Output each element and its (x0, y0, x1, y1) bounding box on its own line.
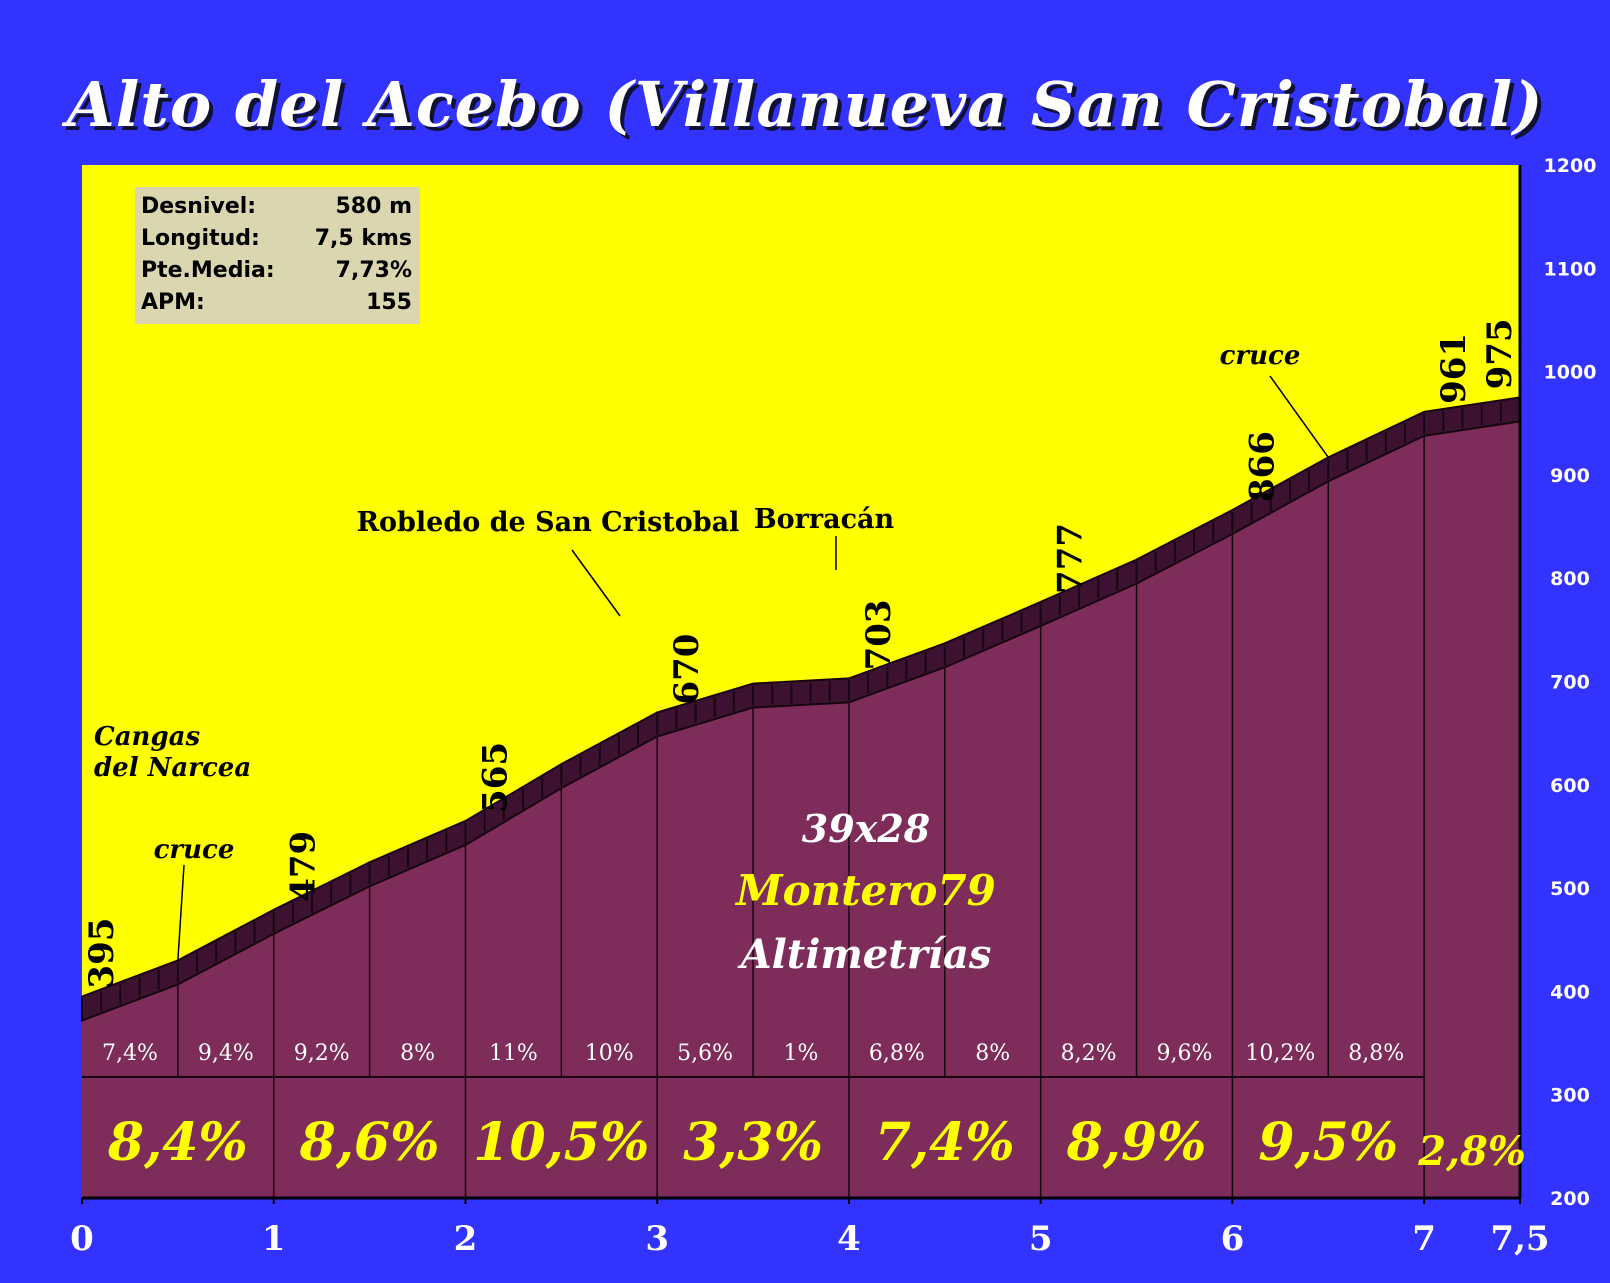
stats-value: 7,5 kms (314, 226, 412, 251)
place-label: cruce (1220, 341, 1301, 371)
place-label: Cangas (94, 722, 200, 752)
y-tick-label: 200 (1550, 1188, 1590, 1210)
half-km-gradient-label: 1% (784, 1041, 819, 1066)
place-label: Borracán (754, 504, 895, 535)
profile-area (82, 421, 1520, 1198)
altitude-label: 866 (1242, 431, 1282, 502)
altitude-label: 777 (1051, 523, 1091, 594)
place-label: cruce (154, 835, 235, 865)
stats-label: Longitud: (141, 226, 260, 251)
x-tick-label: 7,5 (1490, 1219, 1549, 1259)
altitude-label: 565 (475, 742, 515, 813)
altitude-label: 670 (667, 634, 707, 705)
altitude-label: 961 (1434, 333, 1474, 404)
place-label: Robledo de San Cristobal (357, 507, 740, 538)
half-km-gradient-label: 8% (400, 1041, 435, 1066)
x-tick-label: 0 (70, 1219, 94, 1259)
y-tick-label: 1000 (1544, 362, 1597, 384)
y-tick-label: 700 (1550, 672, 1590, 694)
km-gradient-label: 3,3% (683, 1112, 823, 1173)
x-tick-label: 1 (262, 1219, 286, 1259)
half-km-gradient-label: 9,6% (1157, 1041, 1213, 1066)
y-tick-label: 300 (1550, 1085, 1590, 1107)
y-tick-label: 900 (1550, 465, 1590, 487)
watermark-line: Montero79 (734, 866, 996, 915)
km-gradient-label: 10,5% (473, 1112, 649, 1173)
km-gradient-label: 8,6% (299, 1112, 440, 1173)
stats-panel: Desnivel: 580 m Longitud: 7,5 kms Pte.Medi… (135, 187, 420, 324)
half-km-gradient-label: 11% (489, 1041, 538, 1066)
y-tick-label: 400 (1550, 981, 1590, 1003)
x-tick-label: 3 (645, 1219, 669, 1259)
y-tick-label: 600 (1550, 775, 1590, 797)
chart-title: Alto del Acebo (Villanueva San Cristobal… (66, 68, 1544, 141)
x-tick-label: 7 (1412, 1219, 1436, 1259)
y-tick-label: 500 (1550, 878, 1590, 900)
km-gradient-label: 2,8% (1417, 1128, 1526, 1175)
stats-label: Pte.Media: (141, 258, 275, 283)
half-km-gradient-label: 8,2% (1061, 1041, 1117, 1066)
place-leader-line (1269, 375, 1329, 458)
half-km-gradient-label: 10% (585, 1041, 634, 1066)
km-gradient-label: 7,4% (875, 1112, 1015, 1173)
y-tick-label: 1200 (1544, 155, 1597, 177)
x-tick-label: 5 (1029, 1219, 1053, 1259)
half-km-gradient-label: 9,2% (294, 1041, 350, 1066)
altitude-label: 703 (859, 599, 899, 670)
altitude-label: 479 (284, 831, 324, 902)
altitude-label: 395 (82, 918, 122, 989)
stats-row-longitud: Longitud: 7,5 kms (141, 223, 412, 255)
y-tick-label: 1100 (1544, 258, 1597, 280)
watermark-line: Altimetrías (737, 931, 992, 978)
km-gradient-label: 8,9% (1066, 1112, 1207, 1173)
stats-value: 580 m (335, 194, 412, 219)
y-tick-label: 800 (1550, 568, 1590, 590)
km-gradient-label: 9,5% (1258, 1112, 1398, 1173)
half-km-gradient-label: 8,8% (1348, 1041, 1404, 1066)
stats-label: APM: (141, 290, 205, 315)
watermark-line: 39x28 (802, 806, 930, 851)
half-km-gradient-label: 9,4% (198, 1041, 254, 1066)
stats-row-apm: APM: 155 (141, 287, 412, 319)
half-km-gradient-label: 7,4% (102, 1041, 158, 1066)
altitude-label: 975 (1480, 318, 1520, 389)
stats-row-pendiente: Pte.Media: 7,73% (141, 255, 412, 287)
km-gradient-label: 8,4% (107, 1112, 248, 1173)
place-leader-line (177, 864, 185, 961)
half-km-gradient-label: 8% (975, 1041, 1010, 1066)
stats-row-desnivel: Desnivel: 580 m (141, 191, 412, 223)
x-tick-label: 2 (454, 1219, 478, 1259)
stats-label: Desnivel: (141, 194, 257, 219)
stats-value: 7,73% (335, 258, 412, 283)
half-km-gradient-label: 6,8% (869, 1041, 925, 1066)
place-leader-line (571, 549, 621, 617)
half-km-gradient-label: 5,6% (677, 1041, 733, 1066)
x-tick-label: 6 (1221, 1219, 1245, 1259)
x-tick-label: 4 (837, 1219, 861, 1259)
place-label: del Narcea (94, 753, 251, 783)
half-km-gradient-label: 10,2% (1245, 1041, 1315, 1066)
stats-value: 155 (366, 290, 412, 315)
